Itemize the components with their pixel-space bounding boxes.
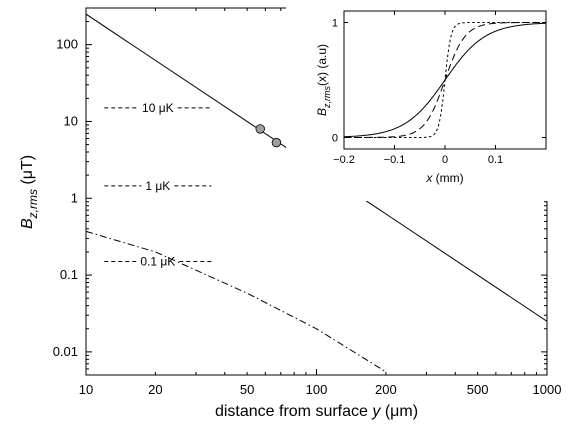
y-axis-title-unit: (μT) <box>19 155 36 189</box>
inset-y-tick-label: 1 <box>332 18 338 30</box>
inset-series <box>344 22 546 138</box>
x-tick-label: 20 <box>148 382 162 397</box>
y-tick-label: 10 <box>64 113 78 128</box>
inset-y-axis-title-symbol: B <box>315 108 329 116</box>
x-tick-label: 200 <box>375 382 397 397</box>
x-axis-title-unit: (μm) <box>380 403 418 420</box>
x-axis-title-variable: y <box>371 403 381 420</box>
reference-level-label: 1 μK <box>145 179 170 193</box>
reference-level-label: 0.1 μK <box>140 255 175 269</box>
inset-x-tick-label: −0.1 <box>384 154 406 166</box>
y-tick-label: 0.1 <box>60 267 78 282</box>
inset-x-tick-label: 0 <box>442 154 448 166</box>
inset-background <box>286 5 550 201</box>
y-tick-label: 100 <box>56 37 78 52</box>
inset-x-tick-label: −0.2 <box>333 154 355 166</box>
inset-x-axis-title-variable: x <box>425 171 433 185</box>
inset-x-axis-title-unit: (mm) <box>432 171 463 185</box>
y-tick-label: 1 <box>71 190 78 205</box>
inset-y-axis-title-subscript: z,rms <box>322 85 332 108</box>
x-tick-label: 10 <box>79 382 93 397</box>
inset-y-tick-label: 0 <box>332 133 338 145</box>
reference-level-label: 10 μK <box>142 101 174 115</box>
x-tick-label: 50 <box>240 382 254 397</box>
y-axis-title-subscript: z,rms <box>26 189 40 219</box>
inset-x-tick-label: 0.1 <box>488 154 503 166</box>
x-axis-title-part: distance from surface <box>215 403 372 420</box>
y-axis-title-symbol: B <box>19 218 36 229</box>
inset-y-axis-title: Bz,rms(x) (a.u) <box>315 44 332 116</box>
x-tick-label: 1000 <box>533 382 562 397</box>
x-tick-label: 500 <box>467 382 489 397</box>
y-tick-label: 0.01 <box>53 344 78 359</box>
data-point-marker <box>255 124 265 134</box>
y-axis-title: Bz,rms (μT) <box>19 155 40 229</box>
inset-series-line-dotted <box>344 22 546 138</box>
series-line-dash-dot <box>86 230 387 373</box>
inset-x-axis-title: x (mm) <box>425 171 463 185</box>
x-axis-title: distance from surface y (μm) <box>215 403 418 420</box>
inset-y-axis-title-rest: (x) (a.u) <box>315 44 329 86</box>
data-point-marker <box>271 137 282 148</box>
x-tick-label: 100 <box>306 382 328 397</box>
